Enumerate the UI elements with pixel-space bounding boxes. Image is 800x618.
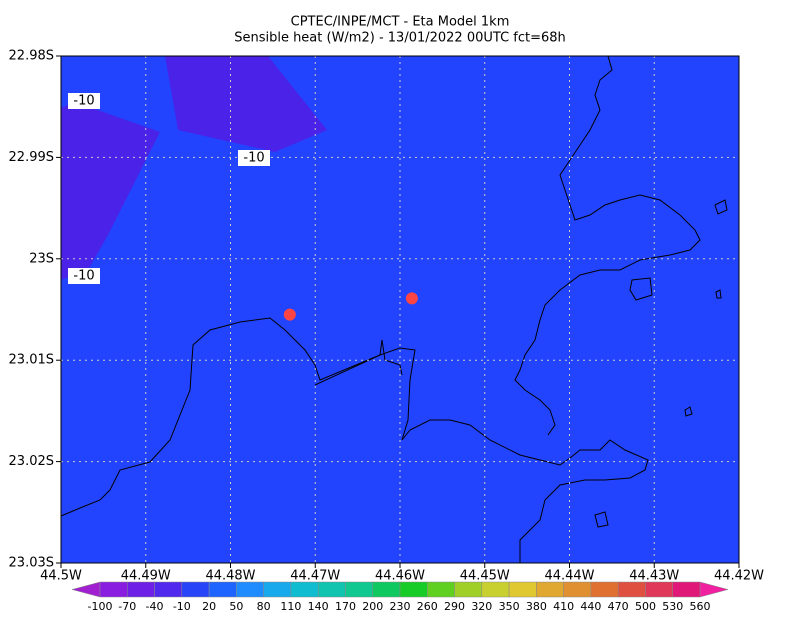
contour-label: -10 (73, 269, 94, 284)
coastline (60, 317, 649, 563)
colorbar-label: 530 (662, 600, 683, 613)
colorbar-box (508, 581, 537, 598)
colorbar-label: 320 (471, 600, 492, 613)
x-tick-label: 44.5W (40, 569, 82, 584)
colorbar-box (563, 581, 592, 598)
colorbar-box (645, 581, 673, 598)
colorbar-label: 170 (335, 600, 356, 613)
colorbar-label: 200 (362, 600, 383, 613)
colorbar-box (454, 581, 483, 598)
low-region (61, 56, 327, 280)
colorbar-box (399, 581, 428, 598)
y-tick-label: 23.03S (9, 556, 54, 571)
contour-label: -10 (243, 151, 264, 166)
colorbar-label: 440 (580, 600, 601, 613)
colorbar-box (427, 581, 455, 598)
colorbar-label: 350 (499, 600, 520, 613)
colorbar-label: 260 (417, 600, 438, 613)
colorbar-box (181, 581, 210, 598)
colorbar-box (672, 581, 701, 598)
contour-region (61, 102, 160, 280)
x-tick-label: 44.42W (714, 569, 764, 584)
x-tick-label: 44.48W (205, 569, 255, 584)
colorbar-label: 230 (390, 600, 411, 613)
coastline (514, 55, 701, 436)
x-tick-label: 44.46W (375, 569, 425, 584)
colorbar-label: 20 (202, 600, 216, 613)
colorbar-box (317, 581, 346, 598)
colorbar-box (345, 581, 373, 598)
contour-label: -10 (73, 94, 94, 109)
contour-region (165, 56, 327, 152)
colorbar-box (481, 581, 510, 598)
colorbar-box (536, 581, 564, 598)
colorbar-label: -100 (88, 600, 113, 613)
colorbar-label: -70 (118, 600, 136, 613)
colorbar-box (236, 581, 264, 598)
colorbar-box (590, 581, 619, 598)
x-tick-label: 44.44W (544, 569, 594, 584)
colorbar-box (99, 581, 128, 598)
colorbar-label: 380 (526, 600, 547, 613)
colorbar-label: 110 (280, 600, 301, 613)
coastline (60, 55, 728, 563)
colorbar-label: 500 (635, 600, 656, 613)
colorbar-box (127, 581, 155, 598)
colorbar-over (699, 581, 729, 598)
colorbar-box (154, 581, 183, 598)
x-tick-label: 44.49W (121, 569, 171, 584)
colorbar-box (617, 581, 646, 598)
plot-frame (60, 55, 740, 564)
chart-subtitle: Sensible heat (W/m2) - 13/01/2022 00UTC … (234, 31, 566, 46)
colorbar-label: 140 (308, 600, 329, 613)
y-tick-label: 22.98S (9, 49, 54, 64)
colorbar-label: 560 (690, 600, 711, 613)
colorbar-under (71, 581, 101, 598)
y-tick-label: 23S (29, 251, 54, 266)
x-tick-label: 44.47W (290, 569, 340, 584)
y-tick-label: 23.01S (9, 353, 54, 368)
x-tick-label: 44.43W (629, 569, 679, 584)
y-tick-label: 23.02S (9, 454, 54, 469)
colorbar-label: -40 (146, 600, 164, 613)
colorbar-box (290, 581, 319, 598)
colorbar-label: 50 (229, 600, 243, 613)
x-tick-label: 44.45W (460, 569, 510, 584)
colorbar-label: 80 (257, 600, 271, 613)
colorbar-label: 410 (553, 600, 574, 613)
station-point (283, 308, 296, 321)
contour-label-box (238, 150, 270, 166)
colorbar-label: 290 (444, 600, 465, 613)
contour-label-box (68, 93, 100, 109)
chart-title: CPTEC/INPE/MCT - Eta Model 1km (291, 15, 510, 30)
contour-label-box (68, 268, 100, 284)
colorbar-label: -10 (173, 600, 191, 613)
station-point (405, 292, 418, 305)
colorbar-label: 470 (608, 600, 629, 613)
y-tick-label: 22.99S (9, 150, 54, 165)
colorbar-box (372, 581, 401, 598)
colorbar-box (208, 581, 237, 598)
colorbar-box (263, 581, 292, 598)
coastline (314, 199, 728, 528)
